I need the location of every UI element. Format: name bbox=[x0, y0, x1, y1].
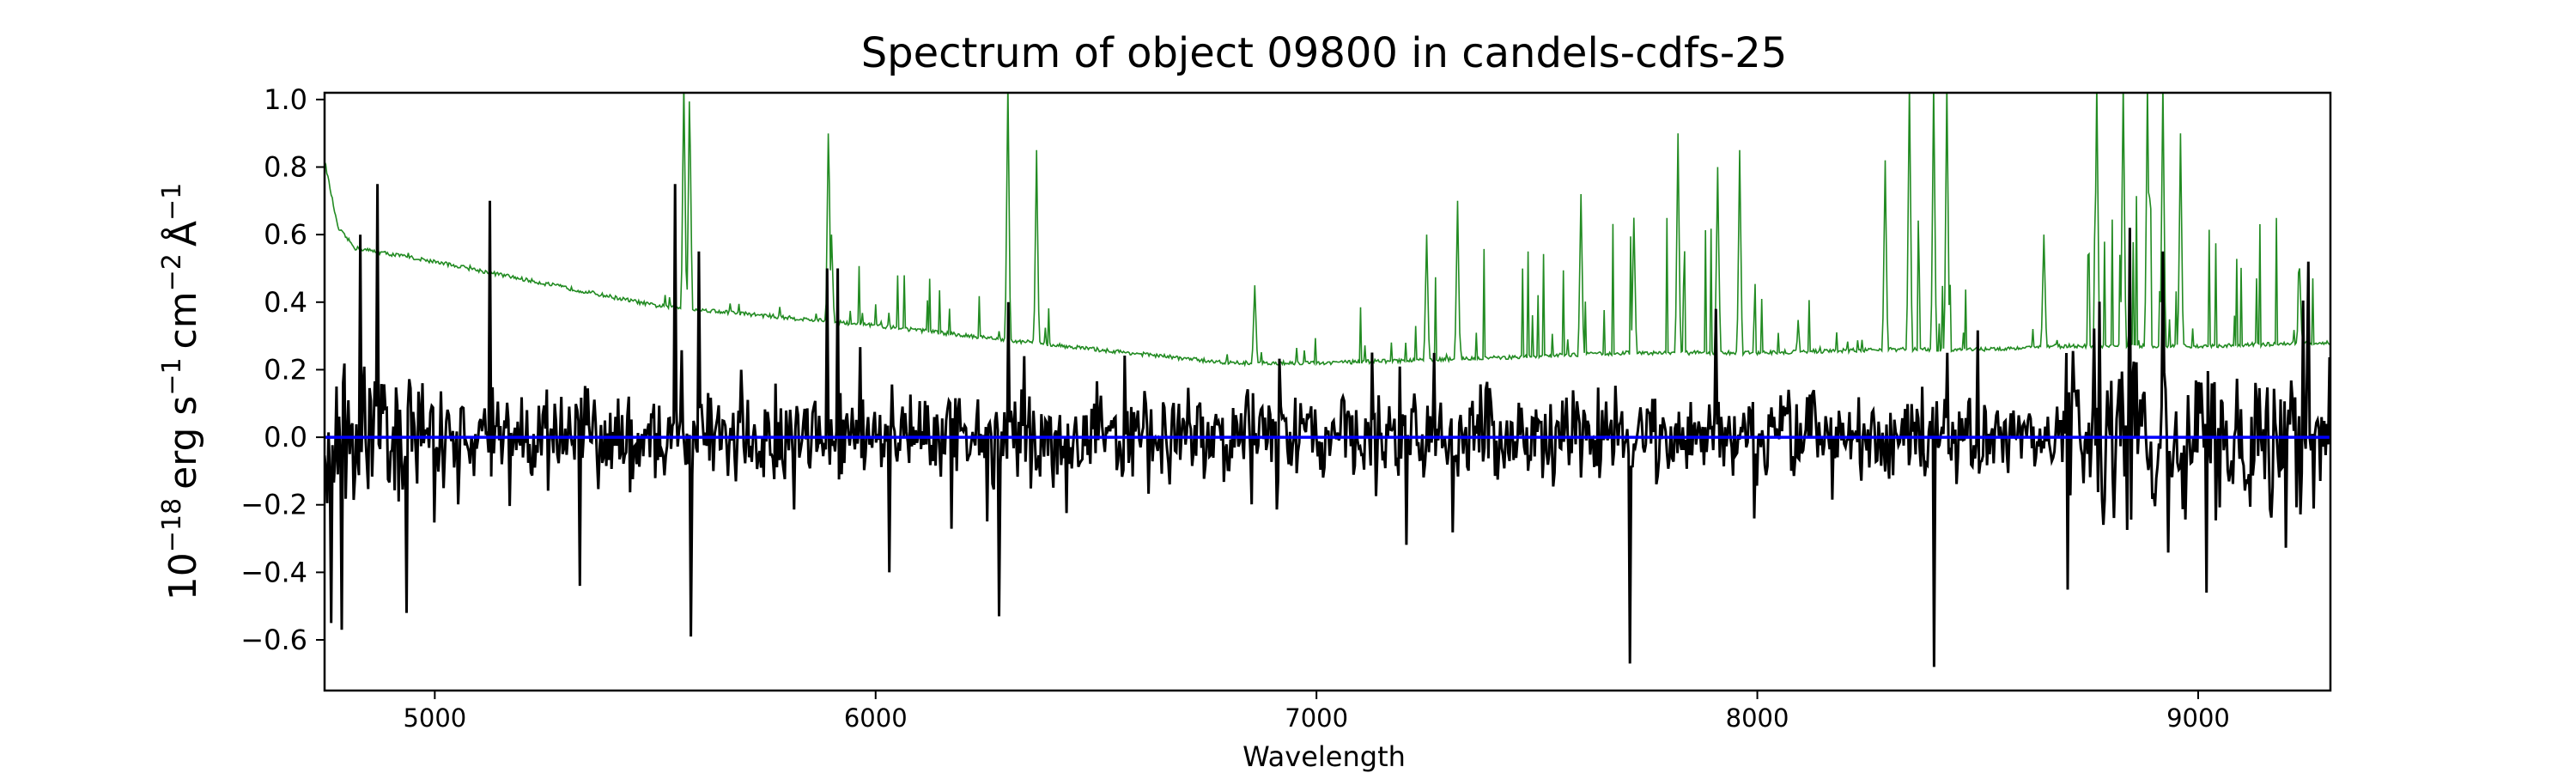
y-label-exp: −18 bbox=[157, 498, 187, 552]
x-axis-label: Wavelength bbox=[1242, 740, 1406, 773]
y-label-exp3: −1 bbox=[157, 183, 187, 221]
x-tick-label: 7000 bbox=[1285, 703, 1348, 733]
plot-frame bbox=[323, 91, 2332, 692]
y-tick-label: 0.6 bbox=[264, 218, 307, 251]
y-tick-label: 0.0 bbox=[264, 421, 307, 453]
y-label-exp1: −1 bbox=[157, 357, 187, 395]
y-tick-label: −0.2 bbox=[240, 489, 307, 521]
flux-spectrum-line bbox=[325, 184, 2330, 667]
y-tick-label: 1.0 bbox=[264, 83, 307, 116]
y-tick-label: −0.4 bbox=[240, 556, 307, 588]
y-tick-label: 0.8 bbox=[264, 151, 307, 184]
y-label-base: 10 bbox=[161, 552, 205, 600]
y-tick-label: −0.6 bbox=[240, 624, 307, 656]
x-tick-label: 6000 bbox=[844, 703, 908, 733]
y-tick-label: 0.2 bbox=[264, 353, 307, 386]
x-tick-label: 8000 bbox=[1726, 703, 1789, 733]
y-label-unit2: cm bbox=[161, 291, 205, 349]
y-label-unit1: erg s bbox=[161, 396, 205, 490]
chart-title: Spectrum of object 09800 in candels-cdfs… bbox=[861, 29, 1788, 77]
y-label-exp2: −2 bbox=[157, 253, 187, 291]
x-tick-label: 9000 bbox=[2166, 703, 2230, 733]
y-tick-label: 0.4 bbox=[264, 286, 307, 319]
y-label-unit3: Å bbox=[160, 221, 205, 247]
noise-spectrum-line bbox=[325, 93, 2330, 368]
x-tick-label: 5000 bbox=[403, 703, 466, 733]
y-axis-label: 10−18erg s−1cm−2Å−1 bbox=[157, 183, 205, 600]
